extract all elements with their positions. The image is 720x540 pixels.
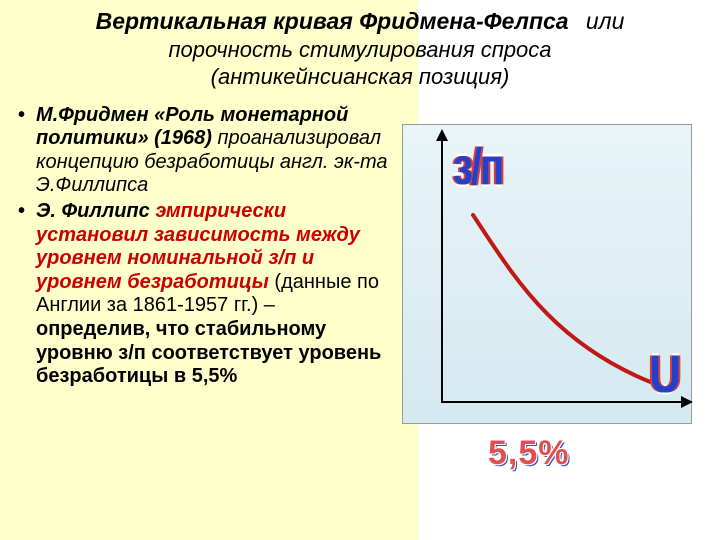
bullet-text-span: Э. Филлипс (36, 200, 155, 222)
bullet-marker: • (18, 104, 36, 198)
text-block: •М.Фридмен «Роль монетарной политики» (1… (18, 104, 388, 391)
title-or: или (573, 8, 624, 34)
x-axis-label: U (649, 345, 681, 405)
title-main: Вертикальная кривая Фридмена-Фелпса (96, 8, 569, 34)
bullet-body: Э. Филлипс эмпирически установил зависим… (36, 200, 388, 389)
bullet-text-span: определив, что стабильному уровню з/п со… (36, 318, 381, 387)
bullet-item: •М.Фридмен «Роль монетарной политики» (1… (18, 104, 388, 198)
annotation-55: 5,5% (488, 434, 570, 473)
subtitle-line2: (антикейнсианская позиция) (20, 64, 700, 89)
subtitle-line1: порочность стимулирования спроса (20, 37, 700, 62)
content-row: •М.Фридмен «Роль монетарной политики» (1… (0, 94, 720, 391)
bullet-item: •Э. Филлипс эмпирически установил зависи… (18, 200, 388, 389)
bullet-marker: • (18, 200, 36, 389)
header: Вертикальная кривая Фридмена-Фелпса или … (0, 0, 720, 94)
bullet-body: М.Фридмен «Роль монетарной политики» (19… (36, 104, 388, 198)
chart-box: з/п U (402, 124, 692, 424)
chart-area: з/п U 5,5% (402, 104, 702, 391)
y-axis-label: з/п (453, 138, 502, 197)
